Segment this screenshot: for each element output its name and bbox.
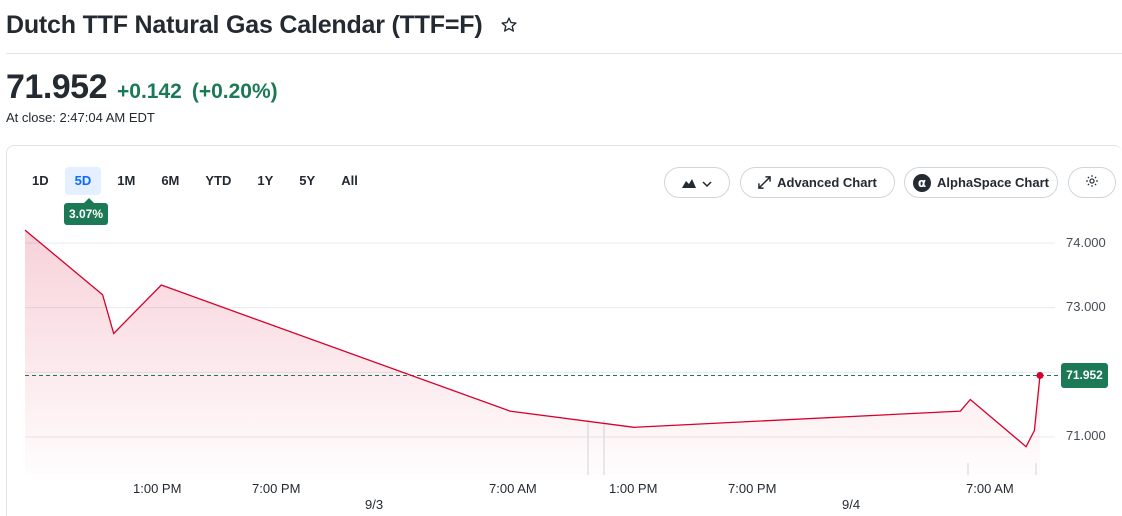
expand-icon [758,176,771,189]
last-price-dot [1036,371,1044,379]
date-label: 9/4 [842,497,861,512]
price-row: 71.952 +0.142 (+0.20%) [6,68,278,107]
alphaspace-chart-button[interactable]: α AlphaSpace Chart [904,167,1058,198]
x-tick-label: 7:00 AM [489,481,537,496]
advanced-chart-label: Advanced Chart [777,175,877,190]
title-row: Dutch TTF Natural Gas Calendar (TTF=F) [6,8,518,42]
range-5y-button[interactable]: 5Y [299,173,316,188]
header-divider [6,53,1122,54]
chevron-down-icon [702,175,712,190]
chart-type-button[interactable] [664,167,730,198]
price-change-percent: (+0.20%) [191,80,278,103]
current-price-tag: 71.952 [1061,363,1108,388]
range-ytd-button[interactable]: YTD [205,173,232,188]
range-change-badge: 3.07% [64,198,109,225]
range-5d-button[interactable]: 5D [64,167,102,195]
close-timestamp: At close: 2:47:04 AM EDT [6,110,155,125]
price-change: +0.142 [117,80,182,103]
x-tick-label: 1:00 PM [133,481,182,496]
alphaspace-chart-label: AlphaSpace Chart [937,175,1049,190]
advanced-chart-button[interactable]: Advanced Chart [740,167,895,198]
price-area [25,230,1040,475]
x-tick-label: 7:00 PM [252,481,301,496]
y-tick-label: 71.000 [1066,428,1106,443]
x-tick-label: 7:00 AM [966,481,1014,496]
date-label: 9/3 [365,497,384,512]
chart-settings-button[interactable] [1068,167,1116,198]
range-6m-button[interactable]: 6M [161,173,180,188]
mountain-chart-icon [682,178,696,188]
x-tick-label: 1:00 PM [609,481,658,496]
price-line [24,229,1041,448]
range-1y-button[interactable]: 1Y [257,173,274,188]
chart-card [6,145,1122,516]
page-title: Dutch TTF Natural Gas Calendar (TTF=F) [6,10,483,39]
x-tick-label: 7:00 PM [728,481,777,496]
gear-icon [1085,174,1099,191]
range-selector: 1D 5D 1M 6M YTD 1Y 5Y All [22,167,374,195]
y-tick-label: 73.000 [1066,299,1106,314]
star-icon[interactable] [500,16,518,34]
current-price: 71.952 [6,68,108,106]
y-tick-label: 74.000 [1066,235,1106,250]
range-all-button[interactable]: All [341,173,358,188]
alphaspace-icon: α [913,173,931,192]
range-1d-button[interactable]: 1D [32,173,49,188]
range-1m-button[interactable]: 1M [117,173,136,188]
